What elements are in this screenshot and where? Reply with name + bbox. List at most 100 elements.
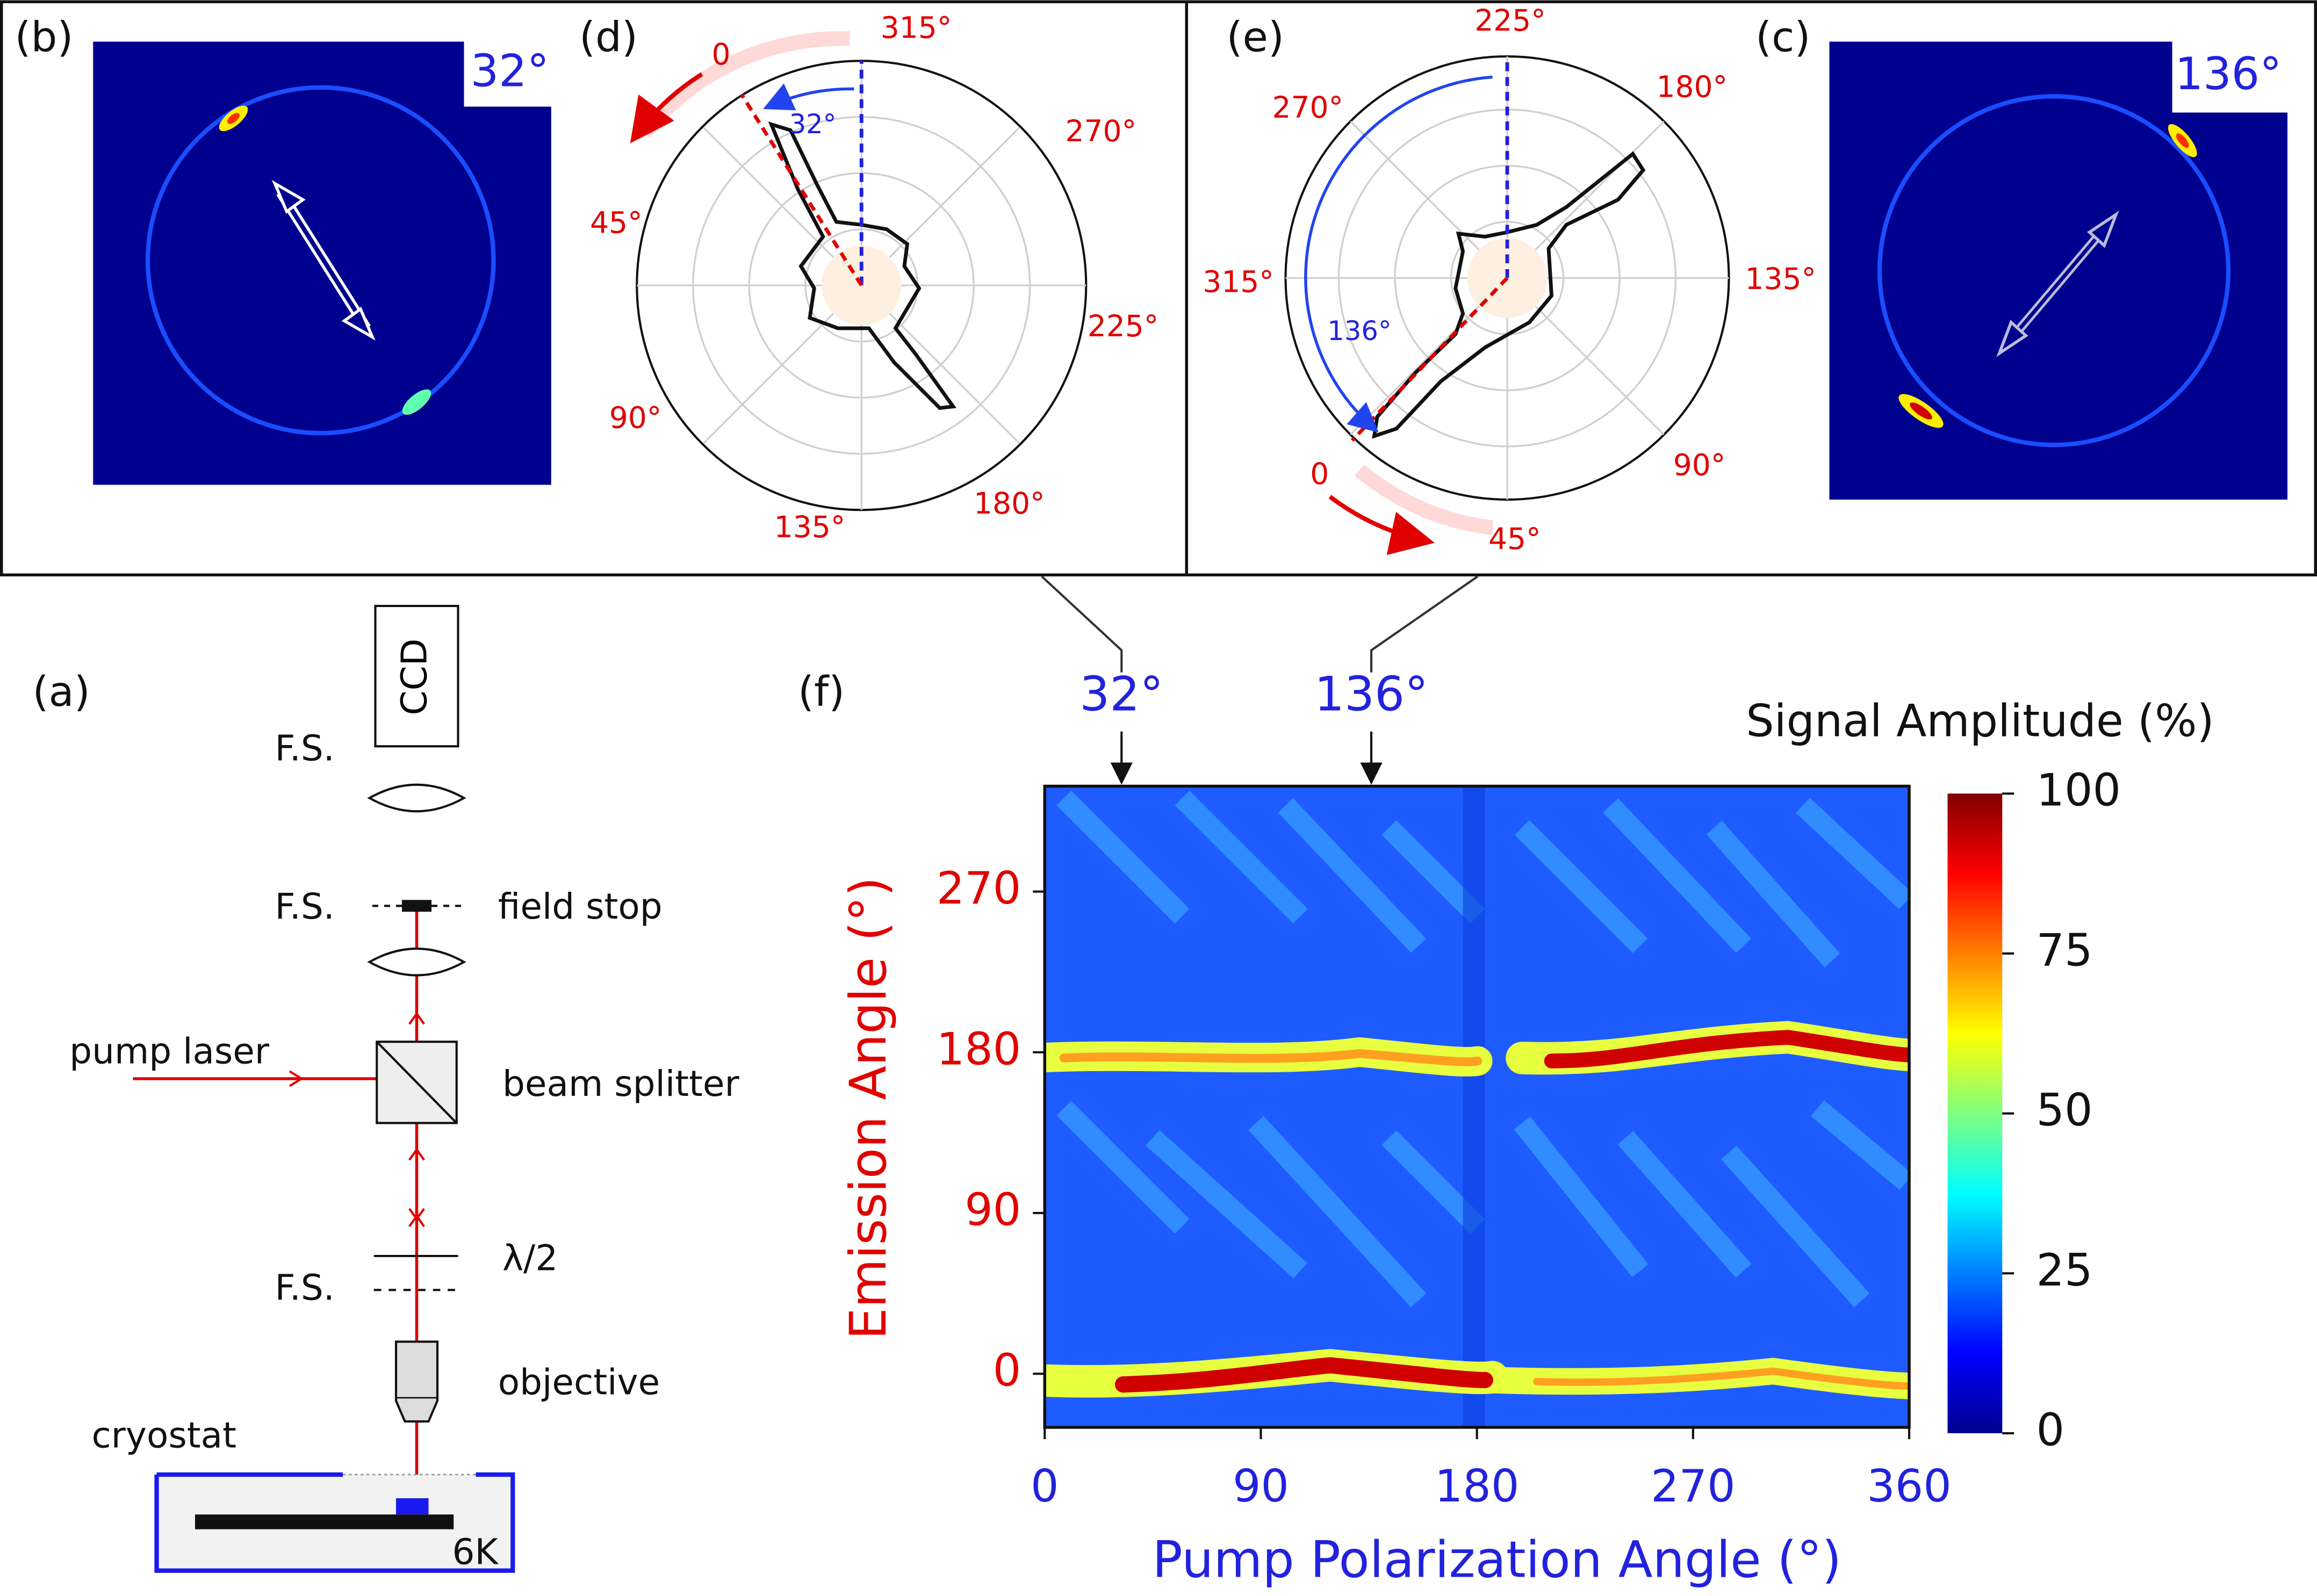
setup-label: field stop <box>498 886 663 927</box>
setup-label: pump laser <box>69 1030 270 1072</box>
shape <box>1544 1030 1909 1068</box>
shape <box>195 1514 454 1529</box>
polar-d: 315° 270° 225° 180° 135° 90° 45° 0 32° <box>590 11 1158 545</box>
shape <box>1056 1100 1909 1308</box>
y-tick-label: 270 <box>937 863 1021 914</box>
shape <box>2172 41 2291 113</box>
colorbar-tick-label: 75 <box>2037 925 2093 976</box>
shape <box>464 41 553 107</box>
x-axis-label: Pump Polarization Angle (°) <box>1152 1530 1841 1589</box>
x-tick-label: 360 <box>1867 1461 1951 1512</box>
setup-label: cryostat <box>92 1414 236 1456</box>
shape <box>1996 211 2119 357</box>
shape <box>376 1041 458 1124</box>
panel-label: (d) <box>579 14 638 62</box>
fs-label: F.S. <box>275 1267 335 1308</box>
shape <box>271 180 376 341</box>
colorbar-tick-label: 100 <box>2037 765 2121 817</box>
panel-label: (e) <box>1227 14 1284 62</box>
y-tick-label: 0 <box>993 1345 1021 1397</box>
shape <box>1355 464 1494 535</box>
shape <box>1114 1357 1493 1393</box>
shape <box>740 93 864 287</box>
setup: CCD F.S. F.S. F.S. field stop pump laser… <box>69 604 740 1573</box>
polar-label: 135° <box>1745 262 1816 296</box>
shape <box>1829 41 2287 500</box>
ccd-label: CCD <box>394 639 435 716</box>
fs-label: F.S. <box>275 886 335 927</box>
shape <box>1056 790 1909 1308</box>
shape <box>227 113 240 124</box>
x-tick-label: 180 <box>1435 1461 1519 1512</box>
connector <box>1370 575 1479 673</box>
polar-label: 45° <box>590 206 643 240</box>
shape <box>154 1472 515 1573</box>
y-axis-label: Emission Angle (°) <box>839 877 898 1339</box>
shape <box>1350 277 1509 442</box>
x-tick-label: 0 <box>1031 1461 1059 1512</box>
shape <box>402 900 431 912</box>
marker-label: 136° <box>1314 666 1428 721</box>
shape <box>1877 94 2231 447</box>
shape <box>1910 402 1932 420</box>
panel-frame <box>1185 0 2317 576</box>
shape <box>279 191 369 330</box>
image-c: 136° <box>1829 41 2291 500</box>
shape <box>408 1012 425 1227</box>
shape <box>1328 495 1435 555</box>
image-b: 32° <box>93 41 553 485</box>
angle-label: 136° <box>2175 48 2282 100</box>
polar-label: 90° <box>609 401 662 435</box>
setup-label: beam splitter <box>502 1063 740 1104</box>
panel-label: (f) <box>798 668 845 716</box>
polar-label: 315° <box>1203 265 1273 299</box>
shape <box>1045 1021 1909 1399</box>
angle-label: 32° <box>789 109 837 140</box>
colorbar-tick-label: 25 <box>2037 1245 2093 1296</box>
shape <box>1463 786 1485 1427</box>
setup-label: 6K <box>452 1532 499 1573</box>
polar-label: 90° <box>1673 448 1726 482</box>
polar-label: 0 <box>1310 457 1329 491</box>
polar-label: 0 <box>712 37 731 71</box>
setup-label: λ/2 <box>502 1237 558 1279</box>
shape <box>367 783 466 813</box>
angle-label: 136° <box>1327 315 1391 346</box>
polar-label: 315° <box>881 11 952 45</box>
shape <box>402 389 431 415</box>
y-tick-label: 180 <box>937 1023 1021 1075</box>
shape <box>630 72 703 143</box>
colorbar-tick-label: 50 <box>2037 1085 2093 1136</box>
setup-label: objective <box>498 1361 660 1403</box>
shape <box>145 85 496 436</box>
fs-label: F.S. <box>275 728 335 769</box>
polar-label: 225° <box>1088 309 1158 343</box>
shape <box>374 604 459 748</box>
polar-label: 180° <box>1657 70 1728 104</box>
angle-label: 32° <box>471 45 549 97</box>
shape <box>1304 75 1493 433</box>
panel-label: (a) <box>33 668 90 716</box>
polar-label: 270° <box>1066 114 1136 148</box>
polar-label: 135° <box>774 510 845 544</box>
polar-label: 180° <box>974 486 1045 521</box>
heatmap-image <box>1045 786 1909 1427</box>
connector <box>1041 575 1123 673</box>
shape <box>289 1070 304 1087</box>
shape <box>1056 790 1909 967</box>
polar-label: 270° <box>1272 90 1343 125</box>
shape <box>768 121 956 410</box>
shape <box>762 83 854 111</box>
shape <box>1533 1367 1909 1390</box>
shape <box>1059 1049 1483 1066</box>
shape <box>396 1498 429 1515</box>
x-tick-label: 90 <box>1233 1461 1289 1512</box>
colorbar-tick-label: 0 <box>2037 1404 2065 1456</box>
marker-label: 32° <box>1080 666 1163 721</box>
x-tick-label: 270 <box>1651 1461 1735 1512</box>
shape <box>394 1340 439 1423</box>
polar-label: 225° <box>1474 3 1545 38</box>
colorbar-label: Signal Amplitude (%) <box>1746 695 2214 747</box>
panel-label: (b) <box>15 14 74 62</box>
